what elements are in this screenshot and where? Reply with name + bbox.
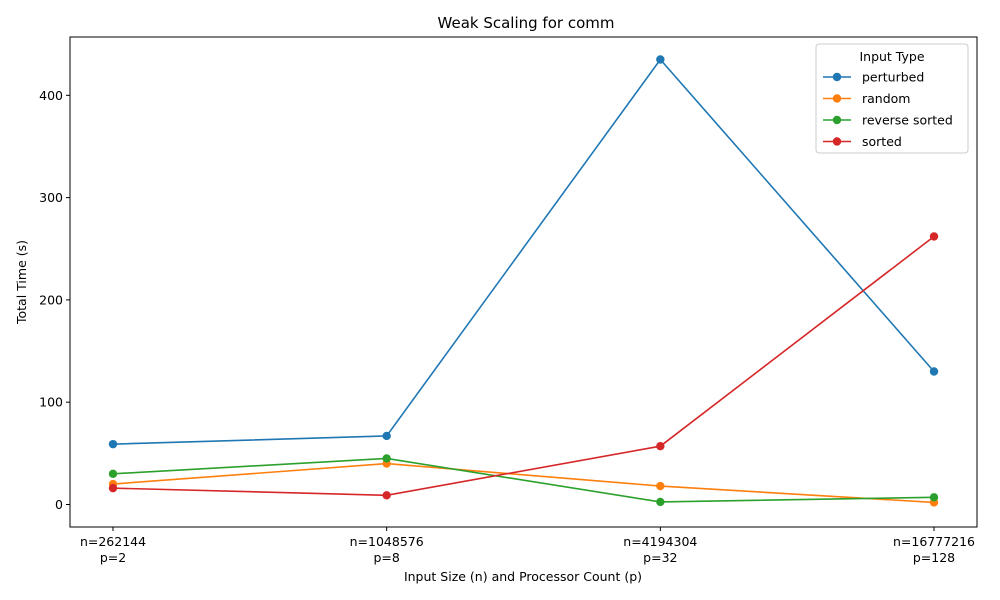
x-tick-label: p=2 bbox=[100, 550, 126, 565]
series-line bbox=[112, 58, 935, 445]
series-line bbox=[112, 235, 935, 497]
legend-label: perturbed bbox=[862, 70, 924, 85]
legend-title: Input Type bbox=[859, 49, 924, 64]
plot-area bbox=[69, 36, 978, 528]
chart-title: Weak Scaling for comm bbox=[438, 14, 615, 32]
data-point bbox=[656, 441, 665, 451]
legend-box bbox=[815, 43, 969, 154]
legend: Input Type perturbed random reverse sorted… bbox=[815, 43, 969, 154]
legend-marker bbox=[832, 72, 842, 82]
data-point bbox=[382, 431, 391, 441]
data-point bbox=[656, 497, 665, 507]
data-point bbox=[382, 454, 391, 463]
x-tick-label: p=32 bbox=[643, 550, 677, 565]
legend-label: sorted bbox=[862, 134, 902, 149]
legend-label: reverse sorted bbox=[862, 113, 953, 128]
data-point bbox=[382, 491, 391, 500]
x-tick-label: n=4194304 bbox=[623, 534, 697, 549]
series-sorted bbox=[108, 232, 939, 500]
y-tick-label: 300 bbox=[39, 190, 63, 205]
legend-marker bbox=[832, 137, 842, 146]
x-axis-label: Input Size (n) and Processor Count (p) bbox=[404, 569, 642, 584]
legend-item: random bbox=[823, 91, 910, 106]
data-point bbox=[108, 483, 118, 493]
legend-marker bbox=[832, 115, 842, 125]
y-tick-label: 400 bbox=[39, 88, 63, 103]
x-tick-label: n=1048576 bbox=[350, 534, 424, 549]
series-reverse-sorted bbox=[108, 454, 939, 507]
legend-item: reverse sorted bbox=[823, 113, 953, 128]
legend-label: random bbox=[862, 91, 910, 106]
data-point bbox=[656, 55, 665, 64]
x-tick-label: n=16777216 bbox=[893, 534, 975, 549]
y-tick-label: 0 bbox=[55, 497, 63, 512]
series-line bbox=[112, 457, 935, 503]
y-tick-label: 200 bbox=[39, 292, 63, 307]
data-point bbox=[108, 469, 118, 479]
series-perturbed bbox=[108, 55, 939, 449]
data-point bbox=[929, 367, 939, 376]
data-point bbox=[108, 439, 118, 449]
legend-item: perturbed bbox=[823, 70, 924, 85]
series-layer bbox=[108, 55, 939, 507]
data-point bbox=[929, 232, 939, 241]
y-tick-label: 100 bbox=[39, 395, 63, 410]
legend-marker bbox=[832, 94, 842, 103]
y-axis: 0 100 200 300 400 bbox=[39, 88, 70, 512]
x-tick-label: p=128 bbox=[913, 550, 955, 565]
x-tick-label: n=262144 bbox=[80, 534, 146, 549]
legend-item: sorted bbox=[823, 134, 902, 149]
y-axis-label: Total Time (s) bbox=[14, 240, 29, 325]
series-line bbox=[112, 462, 935, 504]
x-tick-label: p=8 bbox=[373, 550, 399, 565]
data-point bbox=[656, 481, 665, 491]
data-point bbox=[929, 493, 939, 502]
